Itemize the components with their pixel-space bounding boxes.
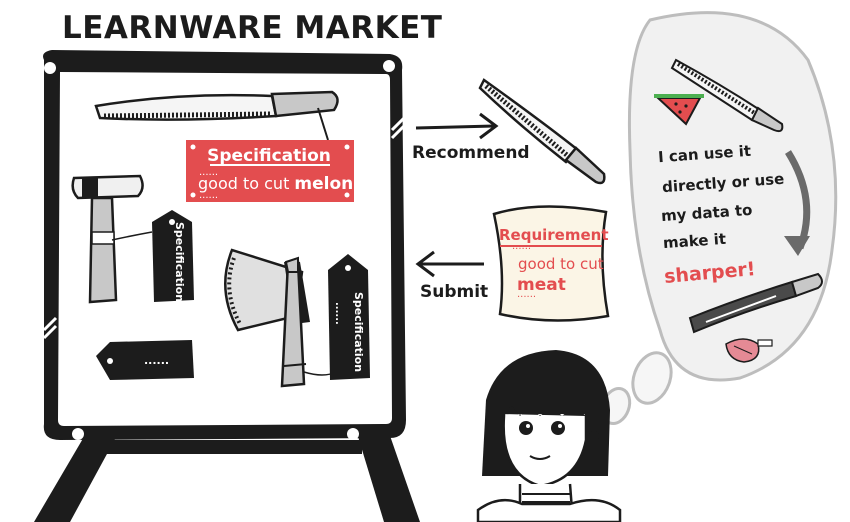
axe-tag-dots: ...... bbox=[333, 302, 344, 325]
axe-icon bbox=[224, 248, 337, 388]
spec-card bbox=[186, 140, 354, 202]
frame-bolt-tr bbox=[383, 60, 395, 72]
girl-avatar bbox=[476, 350, 622, 522]
frame-bolt-bl bbox=[72, 428, 84, 440]
requirement-dots: ...... bbox=[512, 241, 532, 252]
requirement-dots-bottom: ...... bbox=[517, 289, 537, 300]
hammer-tag-label: Specification bbox=[173, 222, 186, 303]
spec-card-dots-bottom: ...... bbox=[199, 190, 219, 201]
hammer-tag bbox=[152, 210, 194, 302]
axe-tag: ...... bbox=[328, 254, 370, 380]
blank-tag-dots: ...... bbox=[144, 354, 169, 367]
recommended-knife-icon bbox=[478, 78, 606, 185]
requirement-scroll bbox=[492, 205, 610, 322]
axe-tag-label: Specification bbox=[352, 292, 365, 373]
submit-label: Submit bbox=[420, 282, 489, 302]
easel-legs bbox=[34, 430, 420, 522]
requirement-title: Requirement bbox=[499, 226, 609, 244]
frame-bolt-tl bbox=[44, 62, 56, 74]
meat-icon bbox=[725, 338, 773, 363]
hammer-icon bbox=[71, 174, 153, 304]
recommend-label: Recommend bbox=[412, 143, 530, 163]
frame-bolt-br bbox=[347, 428, 359, 440]
bubble-knife-icon bbox=[670, 58, 784, 133]
requirement-bold: meat bbox=[517, 275, 566, 295]
recommend-arrow bbox=[415, 112, 499, 140]
spec-card-text-prefix: good to cut bbox=[198, 174, 295, 193]
blank-tag: ...... bbox=[96, 340, 194, 380]
page-title: LEARNWARE MARKET bbox=[62, 10, 443, 46]
knife-icon bbox=[94, 90, 339, 141]
watermelon-icon bbox=[654, 94, 704, 126]
submit-arrow bbox=[415, 250, 484, 278]
spec-card-text-bold: melon bbox=[294, 174, 354, 194]
spec-card-dots: ...... bbox=[199, 167, 219, 178]
spec-card-text: good to cut melon bbox=[198, 174, 353, 194]
spec-card-title: Specification bbox=[207, 146, 331, 166]
sharper-knife-icon bbox=[688, 272, 823, 334]
requirement-text: good to cut bbox=[518, 255, 604, 273]
